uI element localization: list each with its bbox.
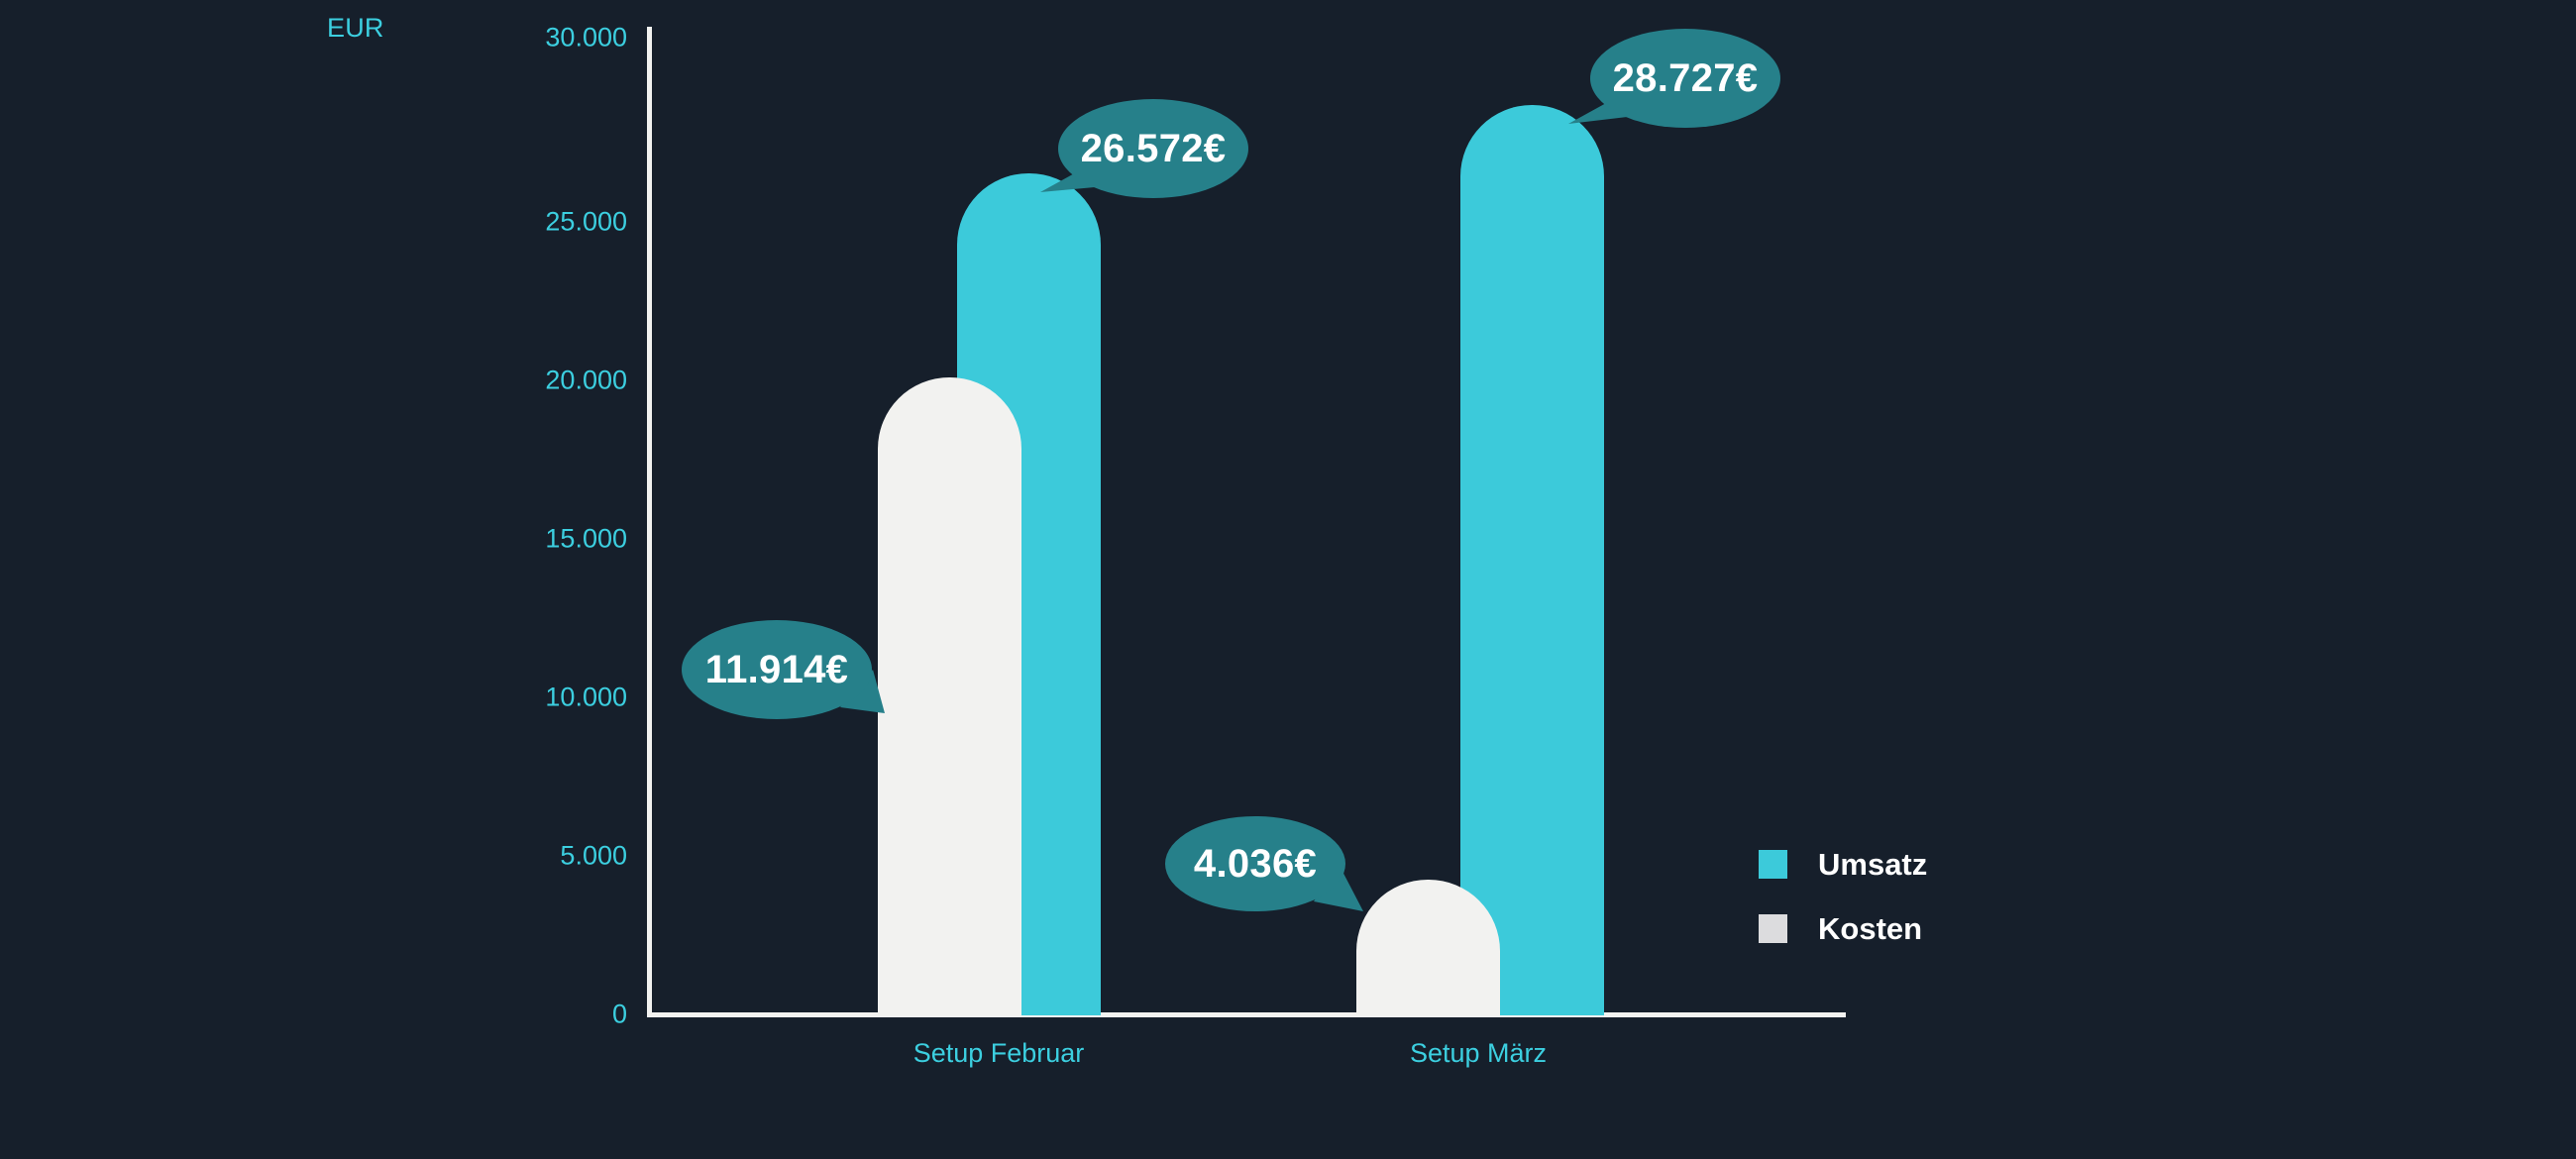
y-axis-tick-15000: 15.000 xyxy=(545,523,627,554)
data-label-bubble-umsatz-februar[interactable]: 26.572€ xyxy=(1040,95,1256,202)
y-axis-tick-30000: 30.000 xyxy=(545,22,627,53)
bubble-shape-icon xyxy=(1568,29,1780,128)
bar-kosten-setup-februar[interactable] xyxy=(878,377,1021,1015)
y-axis-tick-0: 0 xyxy=(611,999,627,1029)
y-axis-tick-10000: 10.000 xyxy=(545,682,627,712)
y-axis-unit-label: EUR xyxy=(327,13,384,43)
data-label-bubble-kosten-maerz[interactable]: 4.036€ xyxy=(1165,812,1363,915)
legend-label-umsatz: Umsatz xyxy=(1818,846,1928,882)
y-axis-tick-5000: 5.000 xyxy=(560,840,627,871)
y-axis-tick-20000: 20.000 xyxy=(545,365,627,395)
bubble-shape-icon xyxy=(682,620,885,719)
bar-umsatz-setup-maerz[interactable] xyxy=(1460,105,1604,1015)
bar-kosten-setup-maerz[interactable] xyxy=(1356,880,1500,1015)
legend-swatch-kosten-icon xyxy=(1759,914,1787,943)
y-axis-tick-group: 30.000 25.000 20.000 15.000 10.000 5.000… xyxy=(0,0,627,1159)
x-axis-tick-setup-maerz: Setup März xyxy=(1409,1038,1548,1068)
bubble-shape-icon xyxy=(1040,99,1248,198)
chart-legend: Umsatz Kosten xyxy=(1759,832,1927,961)
legend-item-umsatz[interactable]: Umsatz xyxy=(1759,832,1927,896)
y-axis-tick-25000: 25.000 xyxy=(545,206,627,237)
x-axis-line xyxy=(647,1012,1846,1017)
legend-swatch-umsatz-icon xyxy=(1759,850,1787,879)
x-axis-tick-setup-februar: Setup Februar xyxy=(912,1038,1085,1068)
data-label-bubble-kosten-februar[interactable]: 11.914€ xyxy=(682,616,885,723)
y-axis-line xyxy=(647,27,652,1017)
data-label-bubble-umsatz-maerz[interactable]: 28.727€ xyxy=(1568,25,1788,132)
legend-item-kosten[interactable]: Kosten xyxy=(1759,896,1927,961)
legend-label-kosten: Kosten xyxy=(1818,910,1923,946)
bubble-shape-icon xyxy=(1165,816,1363,911)
